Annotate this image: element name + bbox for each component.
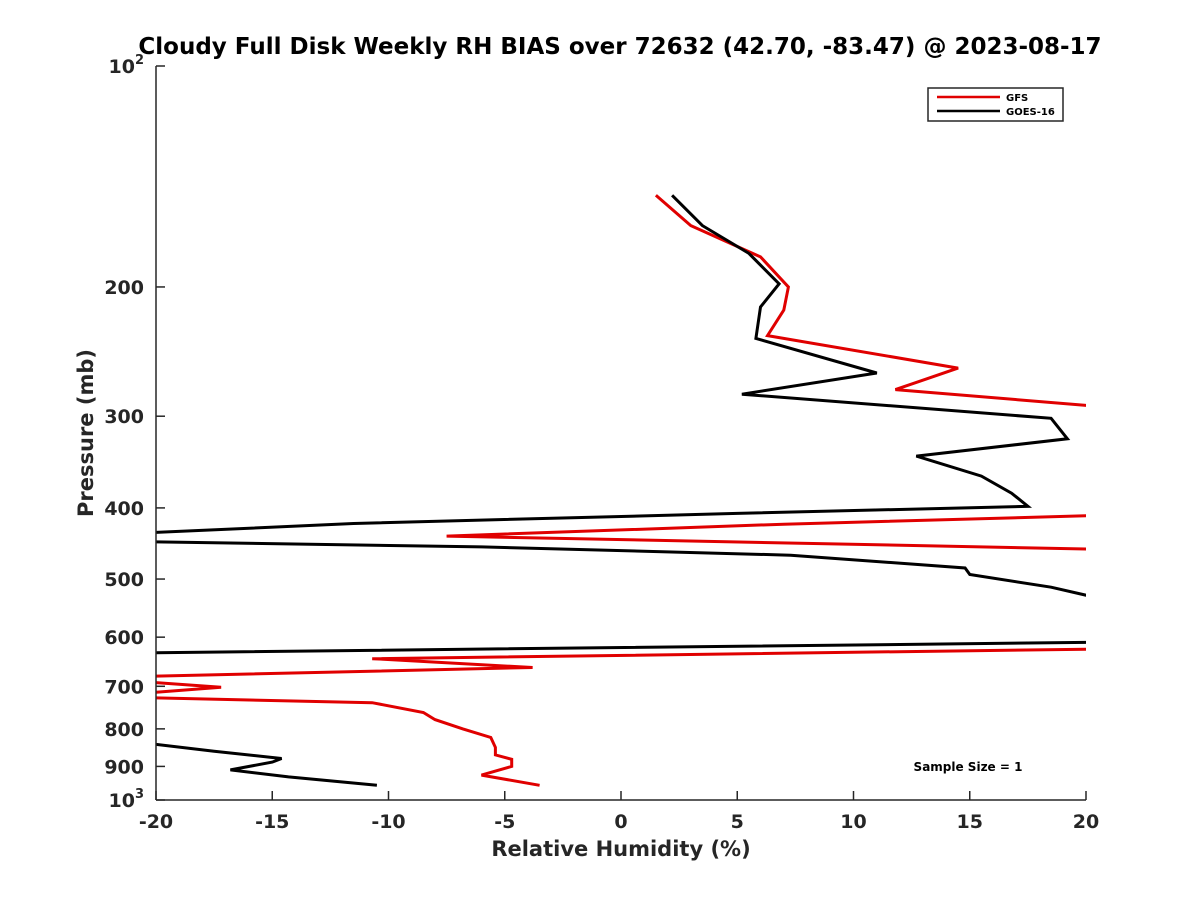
x-tick-label: 15 xyxy=(957,811,983,833)
y-tick-label: 102 xyxy=(109,53,145,78)
y-tick-label: 700 xyxy=(104,676,144,698)
x-axis-label: Relative Humidity (%) xyxy=(491,837,750,861)
x-tick-label: -20 xyxy=(139,811,173,833)
chart-title: Cloudy Full Disk Weekly RH BIAS over 726… xyxy=(138,34,1101,60)
x-tick-label: -10 xyxy=(371,811,405,833)
y-tick-label: 800 xyxy=(104,719,144,741)
series-line-goes-16 xyxy=(156,194,1086,787)
series-line-gfs xyxy=(156,194,1086,787)
x-tick-label: 10 xyxy=(840,811,866,833)
legend-label: GOES-16 xyxy=(1006,107,1055,118)
y-tick-label: 500 xyxy=(104,569,144,591)
y-tick-label: 103 xyxy=(109,787,145,812)
legend-box xyxy=(927,87,1064,122)
y-tick-label: 200 xyxy=(104,277,144,299)
y-tick-label: 400 xyxy=(104,498,144,520)
x-tick-label: 0 xyxy=(614,811,627,833)
x-tick-label: -15 xyxy=(255,811,289,833)
legend: GFS GOES-16 xyxy=(927,87,1064,122)
x-tick-label: -5 xyxy=(494,811,515,833)
y-tick-label: 300 xyxy=(104,406,144,428)
axes-layer: -20 -15 -10 -5 0 5 10 15 20 102 200 300 400 500 600 700… xyxy=(104,53,1099,833)
y-tick-label: 600 xyxy=(104,627,144,649)
y-tick-label: 900 xyxy=(104,756,144,778)
series-layer xyxy=(156,194,1086,787)
sample-size-annotation: Sample Size = 1 xyxy=(914,760,1023,774)
y-axis-label: Pressure (mb) xyxy=(74,349,98,517)
x-tick-label: 5 xyxy=(731,811,744,833)
legend-label: GFS xyxy=(1006,93,1028,104)
x-tick-label: 20 xyxy=(1073,811,1099,833)
